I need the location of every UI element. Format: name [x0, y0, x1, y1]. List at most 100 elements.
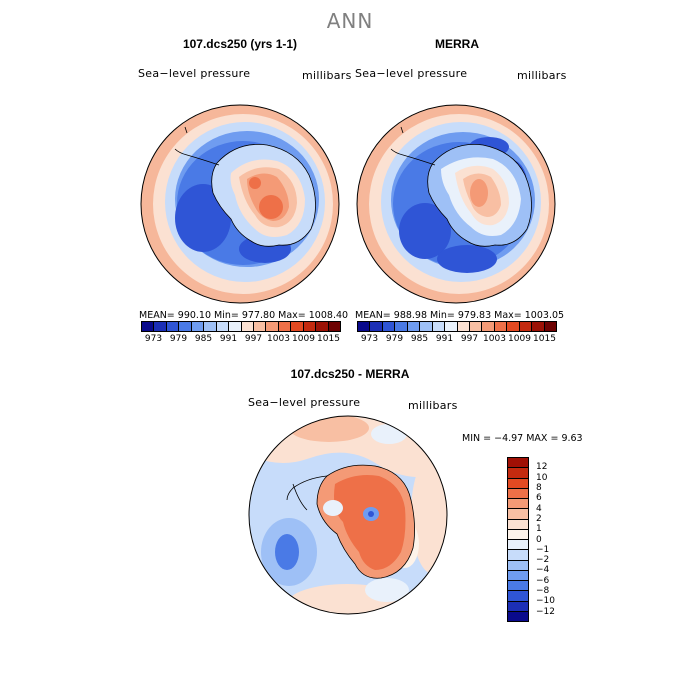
panel1-colorbar	[141, 321, 341, 332]
diff-colorbar-swatch	[508, 540, 528, 551]
panel2-colorbar-tick-label: 985	[410, 334, 429, 344]
panel1-colorbar-swatch	[216, 322, 230, 331]
panel1-stats: MEAN= 990.10 Min= 977.80 Max= 1008.40	[139, 310, 349, 321]
panel2-polar-map	[356, 104, 556, 304]
panel2-colorbar-swatch	[445, 322, 458, 331]
panel1-colorbar-swatch	[229, 322, 242, 331]
panel1-colorbar-tick-label: 1009	[292, 334, 315, 344]
panel2-colorbar	[357, 321, 557, 332]
diff-stats: MIN = −4.97 MAX = 9.63	[462, 433, 583, 444]
panel2-colorbar-tick-label: 1003	[483, 334, 506, 344]
diff-polar-map	[248, 415, 448, 615]
diff-colorbar	[507, 457, 529, 622]
diff-units-label: millibars	[408, 399, 458, 412]
panel2-colorbar-swatch	[370, 322, 383, 331]
diff-colorbar-swatch	[508, 478, 528, 489]
diff-colorbar-tick-label: −2	[536, 555, 550, 566]
panel2-colorbar-swatch	[519, 322, 533, 331]
panel1-field-label: Sea−level pressure	[138, 67, 251, 80]
diff-colorbar-swatch	[508, 591, 528, 602]
panel1-colorbar-tick-label: 997	[244, 334, 263, 344]
panel2-colorbar-swatch	[407, 322, 421, 331]
panel2-colorbar-swatch	[494, 322, 508, 331]
panel1-colorbar-swatch	[328, 322, 340, 331]
diff-colorbar-tick-label: 10	[536, 472, 548, 483]
diff-colorbar-tick-label: −1	[536, 544, 550, 555]
diff-colorbar-swatch	[508, 529, 528, 540]
panel2-colorbar-swatch	[532, 322, 545, 331]
panel1-colorbar-swatch	[303, 322, 317, 331]
panel2-colorbar-swatch	[420, 322, 433, 331]
panel2-colorbar-ticks: 973 979 985 991 997 1003 1009 1015	[357, 334, 557, 346]
panel1-title: 107.dcs250 (yrs 1-1)	[182, 37, 298, 51]
panel1-colorbar-tick-label: 1015	[317, 334, 340, 344]
panel2-colorbar-tick-label: 1009	[508, 334, 531, 344]
panel1-colorbar-swatch	[291, 322, 304, 331]
panel2-colorbar-tick-label: 1015	[533, 334, 556, 344]
panel1-colorbar-swatch	[253, 322, 267, 331]
panel1-colorbar-tick-label: 979	[169, 334, 188, 344]
panel2-colorbar-swatch	[482, 322, 495, 331]
panel1-polar-map	[140, 104, 340, 304]
panel1-colorbar-swatch	[204, 322, 217, 331]
diff-colorbar-swatch	[508, 468, 528, 479]
panel1-colorbar-swatch	[266, 322, 279, 331]
panel1-colorbar-swatch	[142, 322, 155, 331]
diff-colorbar-ticks: 12 10 8 6 4 2 1 0 −1 −2 −4 −6 −8 −10 −12	[536, 457, 566, 622]
panel2-colorbar-tick-label: 979	[385, 334, 404, 344]
diff-colorbar-swatch	[508, 488, 528, 499]
diff-colorbar-tick-label: −8	[536, 586, 550, 597]
diff-colorbar-tick-label: 2	[536, 513, 542, 524]
diff-colorbar-swatch	[508, 611, 528, 621]
diff-field-label: Sea−level pressure	[248, 396, 361, 409]
panel2-colorbar-tick-label: 991	[435, 334, 454, 344]
panel2-title: MERRA	[435, 37, 479, 51]
diff-colorbar-swatch	[508, 570, 528, 581]
panel1-colorbar-tick-label: 985	[194, 334, 213, 344]
diff-colorbar-tick-label: 0	[536, 534, 542, 545]
panel2-colorbar-swatch	[544, 322, 556, 331]
panel1-colorbar-swatch	[166, 322, 180, 331]
panel2-colorbar-swatch	[469, 322, 483, 331]
diff-colorbar-swatch	[508, 550, 528, 561]
panel1-colorbar-swatch	[316, 322, 329, 331]
diff-colorbar-tick-label: 4	[536, 503, 542, 514]
diff-colorbar-swatch	[508, 458, 528, 469]
panel2-colorbar-swatch	[507, 322, 520, 331]
panel1-colorbar-swatch	[241, 322, 254, 331]
diff-colorbar-swatch	[508, 509, 528, 520]
diff-colorbar-tick-label: −12	[536, 606, 555, 617]
panel2-units-label: millibars	[517, 69, 567, 82]
diff-colorbar-tick-label: 1	[536, 524, 542, 535]
panel2-field-label: Sea−level pressure	[355, 67, 468, 80]
diff-colorbar-swatch	[508, 519, 528, 530]
figure-title: ANN	[326, 9, 374, 33]
diff-colorbar-swatch	[508, 499, 528, 510]
panel2-colorbar-tick-label: 973	[360, 334, 379, 344]
panel2-colorbar-swatch	[358, 322, 371, 331]
diff-colorbar-swatch	[508, 560, 528, 571]
panel1-colorbar-ticks: 973 979 985 991 997 1003 1009 1015	[141, 334, 341, 346]
diff-colorbar-tick-label: 8	[536, 482, 542, 493]
panel2-colorbar-swatch	[395, 322, 408, 331]
diff-colorbar-tick-label: 6	[536, 493, 542, 504]
panel1-colorbar-swatch	[278, 322, 292, 331]
panel1-colorbar-swatch	[154, 322, 167, 331]
diff-colorbar-swatch	[508, 581, 528, 592]
panel1-colorbar-tick-label: 1003	[267, 334, 290, 344]
panel2-colorbar-swatch	[382, 322, 396, 331]
diff-colorbar-swatch	[508, 601, 528, 612]
panel1-colorbar-swatch	[191, 322, 205, 331]
panel1-colorbar-swatch	[179, 322, 192, 331]
panel2-colorbar-swatch	[432, 322, 446, 331]
panel1-units-label: millibars	[302, 69, 352, 82]
diff-colorbar-tick-label: −10	[536, 596, 555, 607]
panel2-stats: MEAN= 988.98 Min= 979.83 Max= 1003.05	[355, 310, 565, 321]
panel1-colorbar-tick-label: 991	[219, 334, 238, 344]
diff-colorbar-tick-label: −6	[536, 575, 550, 586]
diff-colorbar-tick-label: −4	[536, 565, 550, 576]
panel1-colorbar-tick-label: 973	[144, 334, 163, 344]
diff-panel-title: 107.dcs250 - MERRA	[290, 367, 410, 381]
panel2-colorbar-tick-label: 997	[460, 334, 479, 344]
diff-colorbar-tick-label: 12	[536, 462, 548, 473]
